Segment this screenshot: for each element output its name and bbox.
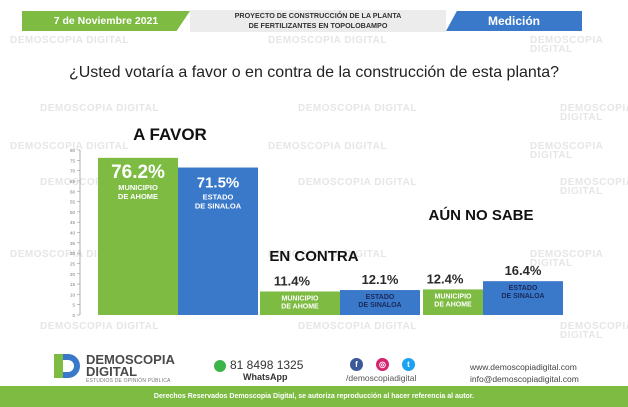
watermark: DEMOSCOPIA DIGITAL	[560, 177, 628, 197]
y-tick-label: 35	[70, 241, 76, 246]
y-tick-label: 75	[70, 158, 76, 163]
bar-value-label: 12.4%	[427, 271, 464, 286]
watermark: DEMOSCOPIA DIGITAL	[298, 177, 417, 188]
bar-value-label: 71.5%	[197, 175, 240, 192]
project-banner: PROYECTO DE CONSTRUCCIÓN DE LA PLANTA DE…	[190, 10, 446, 32]
watermark: DEMOSCOPIA DIGITAL	[530, 249, 603, 269]
series-label: DE AHOME	[434, 301, 472, 308]
brand-tagline: ESTUDIOS DE OPINIÓN PÚBLICA	[86, 378, 171, 384]
watermark: DEMOSCOPIA DIGITAL	[40, 321, 159, 332]
watermark: DEMOSCOPIA DIGITAL	[10, 141, 129, 152]
series-label: DE AHOME	[118, 192, 158, 201]
email-link[interactable]: info@demoscopiadigital.com	[470, 374, 579, 384]
footer-bar	[0, 386, 628, 407]
website-link[interactable]: www.demoscopiadigital.com	[470, 362, 577, 372]
series-label: DE SINALOA	[501, 293, 544, 300]
bar	[178, 167, 258, 315]
series-label: DE AHOME	[281, 303, 319, 310]
instagram-icon[interactable]: ◎	[376, 358, 389, 371]
project-title-line1: PROYECTO DE CONSTRUCCIÓN DE LA PLANTA	[234, 11, 402, 20]
bar	[423, 289, 483, 315]
series-label: DE SINALOA	[358, 302, 401, 309]
series-label: ESTADO	[509, 285, 538, 292]
whatsapp-icon	[214, 360, 226, 372]
bar	[340, 290, 420, 315]
bar-value-label: 16.4%	[505, 263, 542, 278]
y-tick-label: 15	[70, 282, 76, 287]
y-tick-label: 45	[70, 220, 76, 225]
watermark: DEMOSCOPIA DIGITAL	[268, 35, 387, 46]
series-label: DE SINALOA	[195, 202, 242, 211]
bar-value-label: 12.1%	[362, 272, 399, 287]
watermark: DEMOSCOPIA DIGITAL	[530, 141, 603, 161]
section-banner: Medición	[446, 11, 582, 31]
date-banner: 7 de Noviembre 2021	[22, 11, 190, 31]
watermark: DEMOSCOPIA DIGITAL	[268, 249, 387, 260]
category-title: A FAVOR	[133, 125, 207, 144]
series-label: MUNICIPIO	[435, 293, 473, 300]
project-title-line2: DE FERTILIZANTES EN TOPOLOBAMPO	[248, 21, 388, 30]
watermark: DEMOSCOPIA DIGITAL	[298, 321, 417, 332]
social-handle[interactable]: /demoscopiadigital	[346, 373, 417, 383]
y-tick-label: 20	[70, 272, 76, 277]
bar	[98, 157, 178, 315]
bar	[483, 281, 563, 315]
facebook-icon[interactable]: f	[350, 358, 363, 371]
brand-line2: DIGITAL	[86, 364, 138, 379]
category-title: EN CONTRA	[269, 248, 358, 265]
watermark: DEMOSCOPIA DIGITAL	[40, 103, 159, 114]
bar-value-label: 11.4%	[274, 273, 311, 288]
watermark: DEMOSCOPIA DIGITAL	[298, 103, 417, 114]
series-label: ESTADO	[203, 193, 234, 202]
y-tick-label: 10	[70, 292, 76, 297]
y-tick-label: 30	[70, 251, 76, 256]
watermark: DEMOSCOPIA DIGITAL	[560, 321, 628, 341]
category-title: AÚN NO SABE	[428, 206, 533, 224]
phone-number: 81 8498 1325	[230, 358, 304, 372]
bar-value-label: 76.2%	[111, 162, 165, 183]
y-tick-label: 65	[70, 179, 76, 184]
watermark: DEMOSCOPIA DIGITAL	[10, 249, 129, 260]
survey-question: ¿Usted votaría a favor o en contra de la…	[68, 64, 560, 81]
series-label: MUNICIPIO	[282, 295, 320, 302]
twitter-icon[interactable]: t	[402, 358, 415, 371]
whatsapp-label: WhatsApp	[243, 372, 288, 382]
brand-name: DEMOSCOPIA DIGITAL	[86, 352, 175, 379]
y-tick-label: 80	[70, 148, 76, 153]
series-label: MUNICIPIO	[118, 183, 158, 192]
y-tick-label: 50	[70, 210, 76, 215]
y-tick-label: 55	[70, 200, 76, 205]
y-tick-label: 5	[72, 303, 75, 308]
brand-line1: DEMOSCOPIA	[86, 352, 175, 367]
watermark: DEMOSCOPIA DIGITAL	[268, 141, 387, 152]
demoscopia-logo-icon	[54, 354, 80, 378]
watermark: DEMOSCOPIA DIGITAL	[530, 35, 603, 55]
y-tick-label: 0	[72, 313, 75, 318]
watermark: DEMOSCOPIA DIGITAL	[10, 35, 129, 46]
footer-rights: Derechos Reservados Demoscopia Digital, …	[153, 393, 475, 400]
y-tick-label: 60	[70, 189, 76, 194]
bar	[260, 291, 340, 315]
watermark: DEMOSCOPIA DIGITAL	[560, 103, 628, 123]
y-tick-label: 40	[70, 231, 76, 236]
y-tick-label: 25	[70, 261, 76, 266]
series-label: ESTADO	[366, 294, 395, 301]
y-tick-label: 70	[70, 169, 76, 174]
